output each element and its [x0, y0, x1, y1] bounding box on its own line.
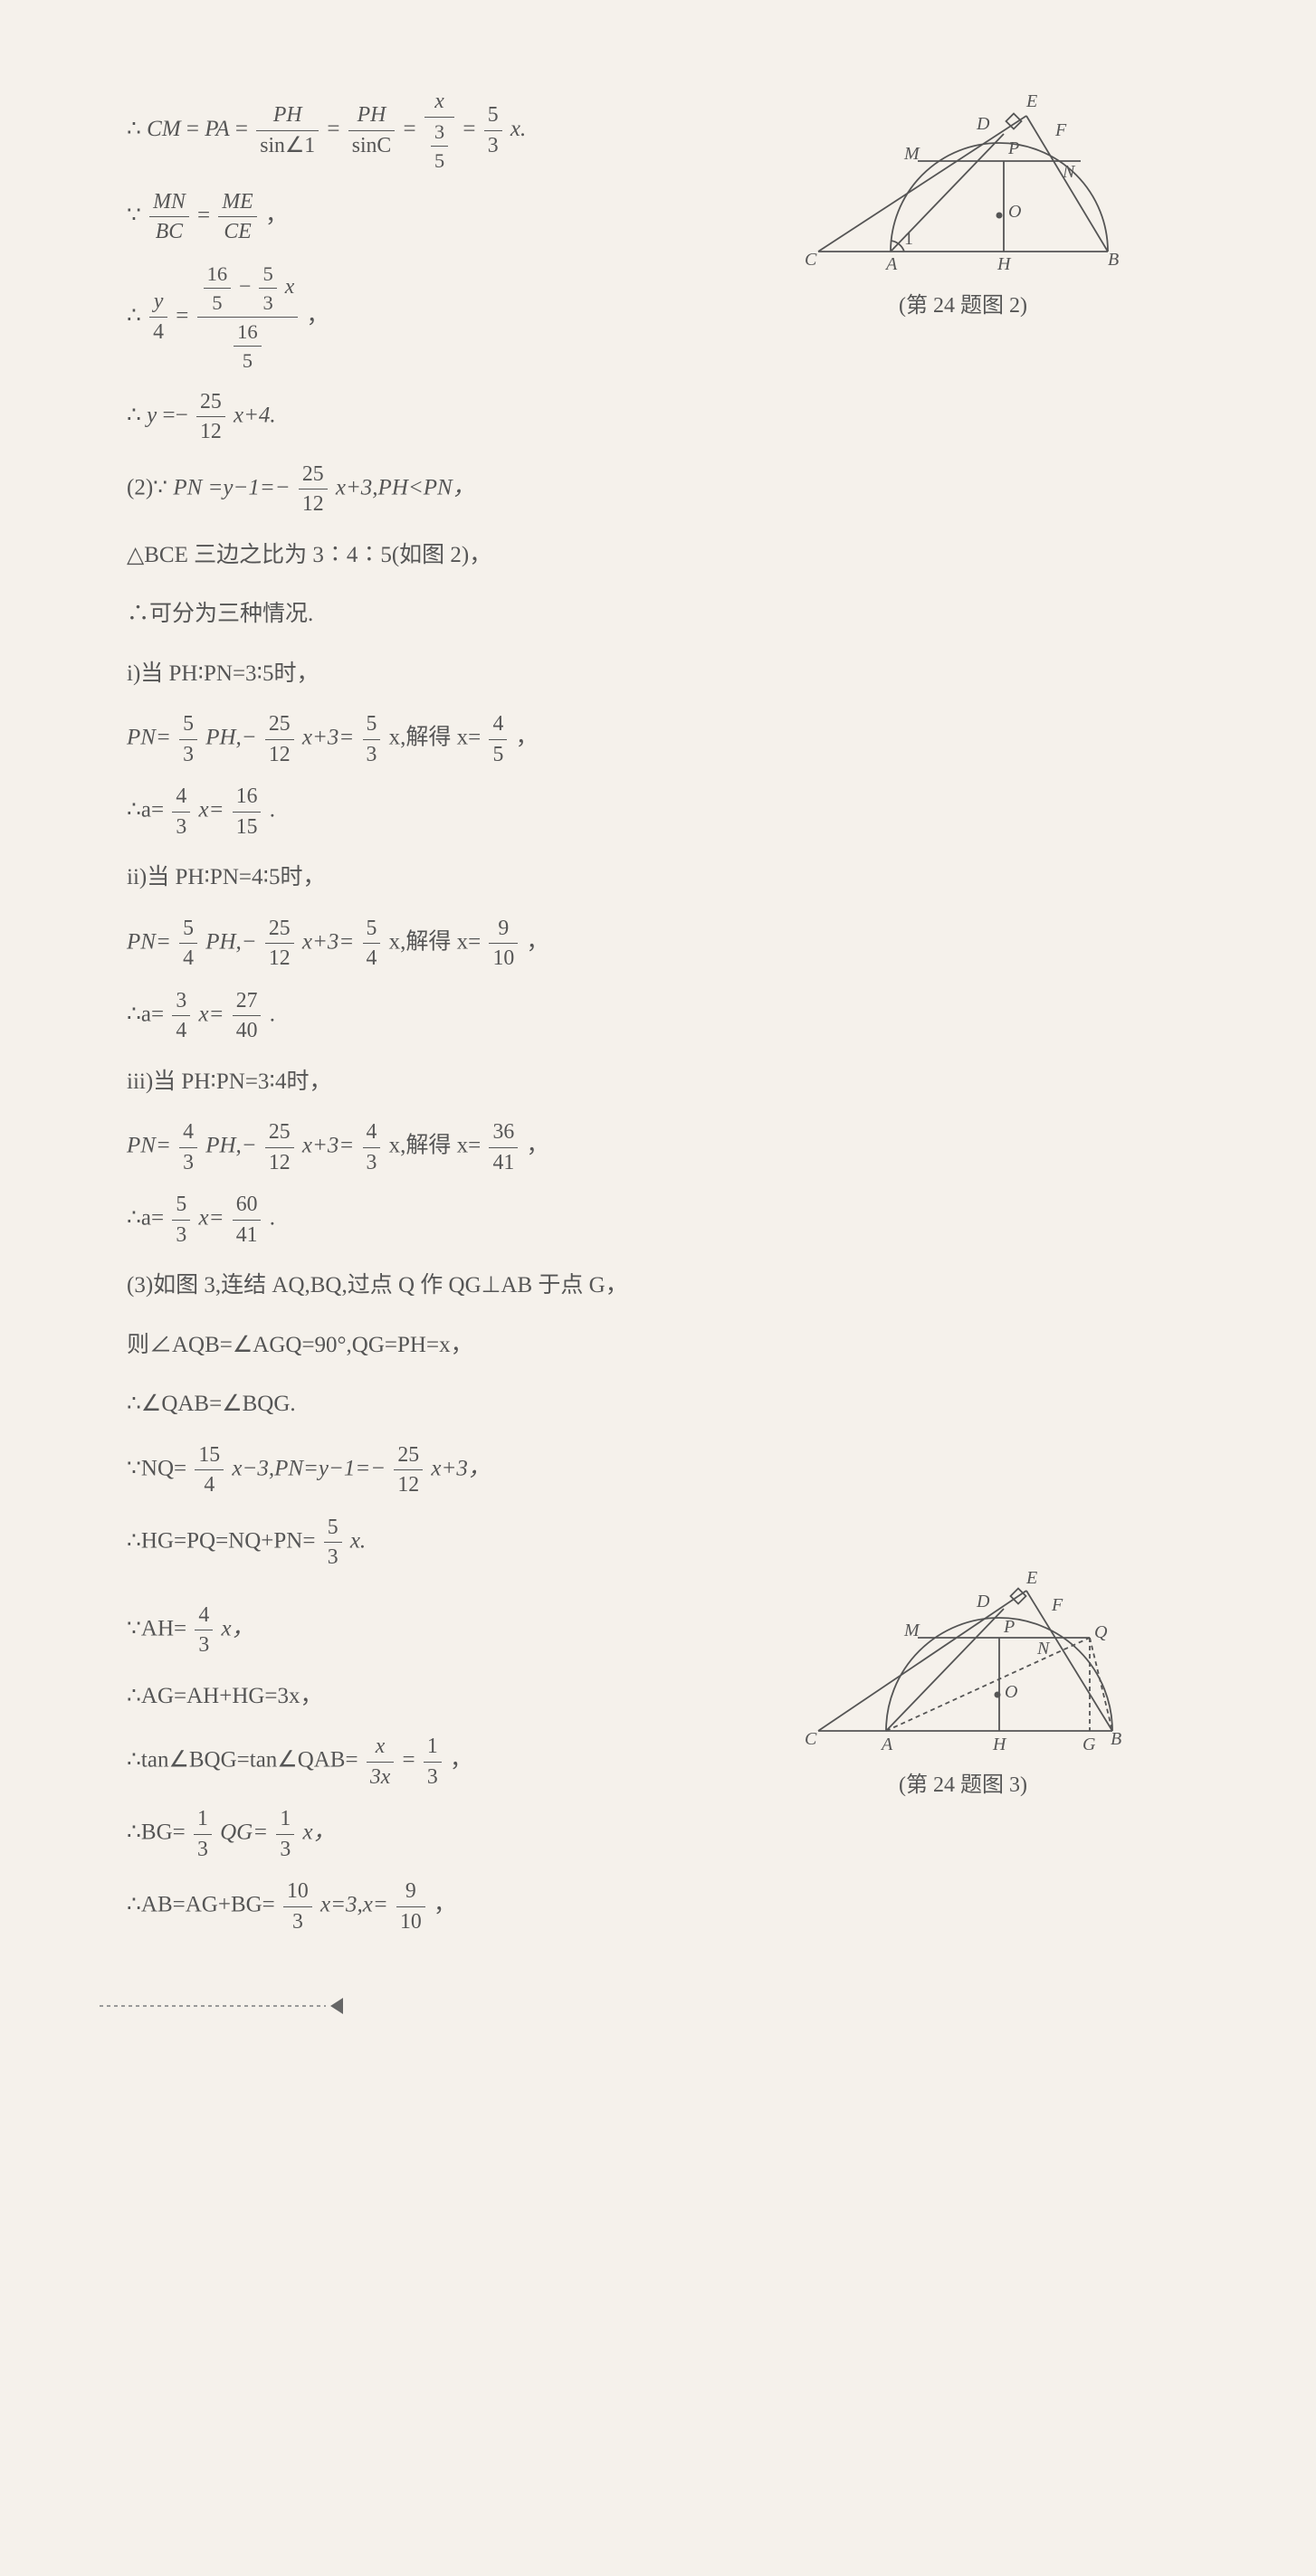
eq: = — [404, 117, 416, 141]
fig2-label-G: G — [1082, 1735, 1096, 1754]
case-1-head: i)当 PH∶PN=3∶5时， — [127, 652, 1189, 696]
eq: = — [176, 303, 188, 328]
case-3-eq: PN= 43 PH,− 2512 x+3= 43 x,解得 x= 3641 ， — [127, 1119, 1189, 1175]
var-CM: CM — [147, 117, 181, 141]
fig2-label-M: M — [903, 1621, 920, 1640]
fig1-label-A: A — [884, 254, 898, 274]
figure-2-block: E D F M P N Q C A H G B O (第 24 题图 3) — [791, 1564, 1135, 1807]
part-3-bg: ∴BG= 13 QG= 13 x， — [127, 1806, 1189, 1862]
fig1-label-P: P — [1007, 138, 1019, 158]
eq: = — [327, 117, 339, 141]
eq: = — [186, 117, 199, 141]
fig1-label-B: B — [1108, 250, 1119, 270]
part-3-hg: ∴HG=PQ=NQ+PN= 53 x. — [127, 1515, 1189, 1571]
therefore: ∴ — [127, 117, 141, 141]
part-3-line-1: (3)如图 3,连结 AQ,BQ,过点 Q 作 QG⊥AB 于点 G， — [127, 1264, 1189, 1307]
part-2-split: ∴可分为三种情况. — [127, 593, 1189, 636]
part-3-nq: ∵NQ= 154 x−3,PN=y−1=− 2512 x+3， — [127, 1442, 1189, 1498]
frac: 25 12 — [196, 389, 225, 445]
fig1-label-F: F — [1054, 120, 1067, 140]
frac: PH sinC — [348, 102, 396, 158]
part-2-bce: △BCE 三边之比为 3∶4∶5(如图 2)， — [127, 534, 1189, 577]
fig2-label-Q: Q — [1094, 1622, 1108, 1642]
fig1-label-C: C — [805, 250, 817, 270]
fig2-label-B: B — [1111, 1729, 1121, 1749]
footer-triangle-icon — [330, 1998, 343, 2014]
fig2-label-P: P — [1003, 1617, 1015, 1637]
frac: 5 3 — [484, 102, 502, 158]
case-1-a: ∴a= 43 x= 1615 . — [127, 784, 1189, 840]
fig1-label-1: 1 — [904, 229, 913, 249]
eq: = — [235, 117, 248, 141]
frac: y 4 — [149, 289, 167, 345]
fig1-label-D: D — [976, 114, 990, 134]
because: ∵ — [127, 203, 141, 227]
var-PA: PA — [205, 117, 229, 141]
part-3-line-3: ∴∠QAB=∠BQG. — [127, 1383, 1189, 1426]
part-2-line-1: (2)∵ PN =y−1=− 25 12 x+3,PH<PN， — [127, 461, 1189, 518]
case-3-a: ∴a= 53 x= 6041 . — [127, 1192, 1189, 1248]
fig1-label-O: O — [1008, 202, 1021, 222]
fig1-label-M: M — [903, 144, 920, 164]
figure-1-caption: (第 24 题图 2) — [791, 286, 1135, 328]
fig2-label-C: C — [805, 1729, 817, 1749]
fig2-label-N: N — [1036, 1639, 1051, 1659]
eq-4: ∴ y =− 25 12 x+4. — [127, 389, 1189, 445]
fig2-label-E: E — [1025, 1568, 1037, 1588]
frac: ME CE — [218, 189, 256, 245]
frac: 25 12 — [299, 461, 328, 518]
comma: ， — [265, 203, 288, 227]
part-3-line-2: 则∠AQB=∠AGQ=90°,QG=PH=x， — [127, 1324, 1189, 1367]
frac: MN BC — [149, 189, 189, 245]
page-content: E D F M P N C A H B O 1 (第 24 题图 2) — [127, 89, 1189, 1934]
fig1-label-N: N — [1062, 162, 1076, 182]
figure-1-block: E D F M P N C A H B O 1 (第 24 题图 2) — [791, 89, 1135, 328]
case-3-head: iii)当 PH∶PN=3∶4时， — [127, 1060, 1189, 1104]
fig1-label-E: E — [1025, 91, 1037, 111]
fig2-label-H: H — [992, 1735, 1007, 1754]
therefore: ∴ — [127, 303, 141, 328]
fig2-label-O: O — [1005, 1682, 1017, 1702]
frac: x 3 5 — [424, 89, 454, 173]
figure-2-svg: E D F M P N Q C A H G B O — [800, 1564, 1126, 1758]
comma: ， — [306, 303, 329, 328]
fig2-label-A: A — [880, 1735, 893, 1754]
therefore: ∴ — [127, 404, 141, 428]
case-2-a: ∴a= 34 x= 2740 . — [127, 988, 1189, 1044]
fig2-label-D: D — [976, 1592, 990, 1611]
frac: 16 5 − 5 3 x 16 5 — [197, 261, 299, 373]
text: x. — [510, 117, 526, 141]
part-3-ab: ∴AB=AG+BG= 103 x=3,x= 910 ， — [127, 1878, 1189, 1934]
fig1-label-H: H — [997, 254, 1012, 274]
figure-1-svg: E D F M P N C A H B O 1 — [800, 89, 1126, 279]
case-2-head: ii)当 PH∶PN=4∶5时， — [127, 856, 1189, 899]
eq: = — [463, 117, 475, 141]
fig2-label-F: F — [1051, 1595, 1063, 1615]
case-2-eq: PN= 54 PH,− 2512 x+3= 54 x,解得 x= 910 ， — [127, 916, 1189, 972]
figure-2-caption: (第 24 题图 3) — [791, 1765, 1135, 1807]
eq: = — [197, 203, 210, 227]
frac: PH sin∠1 — [256, 102, 319, 158]
case-1-eq: PN= 53 PH,− 2512 x+3= 53 x,解得 x= 45 ， — [127, 711, 1189, 767]
footer-dotted-line — [100, 2005, 326, 2007]
